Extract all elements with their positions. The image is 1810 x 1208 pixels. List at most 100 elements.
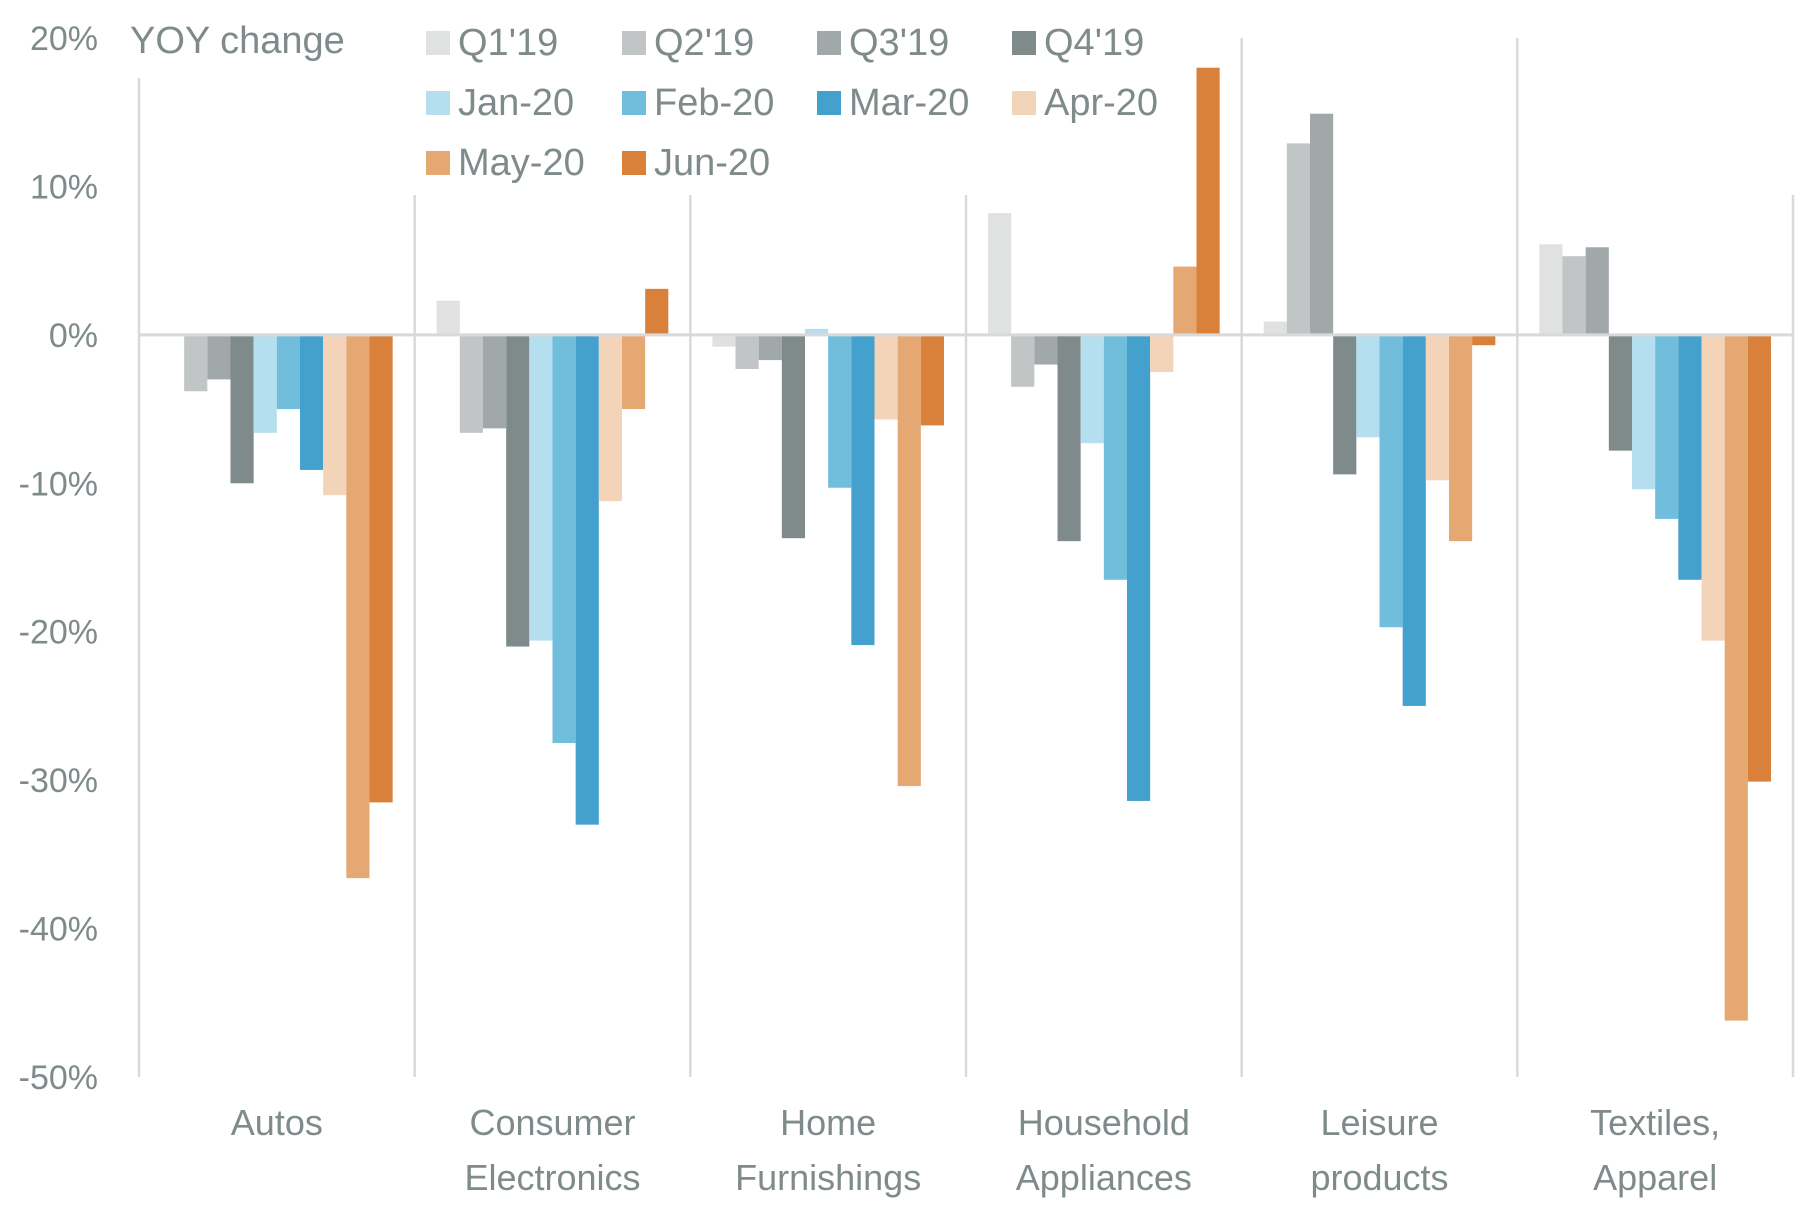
- bar-q3-19-cat-5: [1585, 247, 1609, 335]
- y-tick-label: -30%: [19, 762, 98, 800]
- bar-apr-20-cat-3: [1150, 334, 1174, 372]
- bar-mar-20-cat-0: [300, 334, 324, 470]
- y-axis-ticks: 20% 10% 0% -10% -20% -30% -40% -50%: [19, 20, 98, 1097]
- x-category-label: Electronics: [464, 1157, 640, 1198]
- bar-jun-20-cat-4: [1472, 334, 1496, 346]
- bar-q4-19-cat-4: [1333, 334, 1357, 475]
- bar-may-20-cat-0: [346, 334, 370, 879]
- legend-swatch: [622, 151, 646, 175]
- legend-label: May-20: [458, 142, 585, 184]
- bar-may-20-cat-5: [1724, 334, 1748, 1021]
- legend-swatch: [426, 151, 450, 175]
- x-category-label: Home: [780, 1102, 876, 1143]
- bar-mar-20-cat-3: [1127, 334, 1151, 801]
- y-tick-label: 10%: [30, 168, 98, 206]
- bar-jun-20-cat-5: [1747, 334, 1771, 782]
- chart-title: YOY change: [130, 20, 345, 62]
- bar-q3-19-cat-0: [207, 334, 231, 380]
- bar-jan-20-cat-0: [253, 334, 277, 433]
- legend-swatch: [622, 31, 646, 55]
- bar-q4-19-cat-5: [1608, 334, 1632, 451]
- legend-swatch: [622, 91, 646, 115]
- legend-label: Jan-20: [458, 82, 574, 124]
- legend-label: Apr-20: [1044, 82, 1158, 124]
- bar-jan-20-cat-2: [805, 328, 829, 335]
- bar-feb-20-cat-4: [1379, 334, 1403, 628]
- bar-q2-19-cat-2: [735, 334, 759, 369]
- bars: [161, 67, 1771, 1021]
- y-tick-label: -10%: [19, 465, 98, 503]
- bar-q3-19-cat-4: [1310, 113, 1334, 335]
- legend-swatch: [426, 91, 450, 115]
- bar-q2-19-cat-3: [1011, 334, 1035, 387]
- x-category-label: Appliances: [1016, 1157, 1192, 1198]
- bar-jun-20-cat-1: [645, 288, 669, 335]
- bar-q2-19-cat-0: [184, 334, 208, 392]
- bar-feb-20-cat-5: [1655, 334, 1679, 519]
- bar-q1-19-cat-2: [712, 334, 736, 347]
- legend-item: Q4'19: [1012, 22, 1144, 64]
- bar-jan-20-cat-4: [1356, 334, 1380, 438]
- bar-feb-20-cat-0: [276, 334, 300, 410]
- bar-feb-20-cat-3: [1103, 334, 1127, 580]
- x-category-label: Household: [1018, 1102, 1190, 1143]
- bar-q4-19-cat-1: [506, 334, 530, 647]
- legend-item: May-20: [426, 142, 585, 184]
- legend-label: Jun-20: [654, 142, 770, 184]
- legend-label: Feb-20: [654, 82, 774, 124]
- bar-apr-20-cat-2: [874, 334, 898, 420]
- x-category-label: Leisure: [1320, 1102, 1438, 1143]
- bar-q2-19-cat-5: [1562, 256, 1586, 335]
- bar-apr-20-cat-5: [1701, 334, 1725, 641]
- legend-label: Q1'19: [458, 22, 558, 64]
- bar-q2-19-cat-4: [1286, 143, 1310, 335]
- legend-label: Q3'19: [849, 22, 949, 64]
- bar-jan-20-cat-5: [1632, 334, 1656, 490]
- bar-q1-19-cat-1: [436, 300, 460, 335]
- y-tick-label: -50%: [19, 1059, 98, 1097]
- legend-swatch: [817, 31, 841, 55]
- legend-swatch: [1012, 31, 1036, 55]
- bar-q4-19-cat-2: [781, 334, 805, 539]
- legend-item: Q3'19: [817, 22, 949, 64]
- x-category-label: Apparel: [1593, 1157, 1717, 1198]
- x-category-label: Textiles,: [1590, 1102, 1720, 1143]
- bar-mar-20-cat-4: [1402, 334, 1426, 706]
- bar-q4-19-cat-3: [1057, 334, 1081, 542]
- legend-swatch: [817, 91, 841, 115]
- bar-mar-20-cat-2: [851, 334, 875, 646]
- bar-jan-20-cat-1: [529, 334, 553, 641]
- legend-swatch: [1012, 91, 1036, 115]
- bar-may-20-cat-1: [622, 334, 646, 410]
- x-category-label: Furnishings: [735, 1157, 921, 1198]
- legend-item: Q2'19: [622, 22, 754, 64]
- legend: Q1'19 Q2'19 Q3'19 Q4'19 Jan-20 Feb-20 Mar-20 Ap…: [426, 22, 1158, 184]
- bar-jun-20-cat-0: [369, 334, 393, 803]
- category-dividers: [137, 38, 1795, 1077]
- x-category-label: Consumer: [469, 1102, 635, 1143]
- legend-label: Q4'19: [1044, 22, 1144, 64]
- bar-jan-20-cat-3: [1080, 334, 1104, 444]
- y-tick-label: 0%: [49, 317, 98, 355]
- bar-q3-19-cat-1: [483, 334, 507, 429]
- bar-apr-20-cat-0: [323, 334, 347, 496]
- legend-item: Jun-20: [622, 142, 770, 184]
- y-tick-label: -40%: [19, 911, 98, 949]
- bar-q1-19-cat-3: [988, 213, 1012, 335]
- legend-item: Feb-20: [622, 82, 774, 124]
- bar-jun-20-cat-3: [1196, 67, 1220, 335]
- x-axis-categories: Autos Consumer Electronics Home Furnishings H…: [231, 1102, 1720, 1198]
- bar-apr-20-cat-1: [598, 334, 622, 502]
- legend-swatch: [426, 31, 450, 55]
- bar-mar-20-cat-1: [575, 334, 599, 825]
- x-category-label: products: [1310, 1157, 1448, 1198]
- bar-mar-20-cat-5: [1678, 334, 1702, 580]
- legend-item: Q1'19: [426, 22, 558, 64]
- x-category-label: Autos: [231, 1102, 323, 1143]
- bar-q3-19-cat-2: [758, 334, 782, 361]
- bar-jun-20-cat-2: [920, 334, 944, 426]
- y-tick-label: -20%: [19, 614, 98, 652]
- legend-item: Jan-20: [426, 82, 574, 124]
- bar-may-20-cat-4: [1449, 334, 1473, 542]
- legend-item: Apr-20: [1012, 82, 1158, 124]
